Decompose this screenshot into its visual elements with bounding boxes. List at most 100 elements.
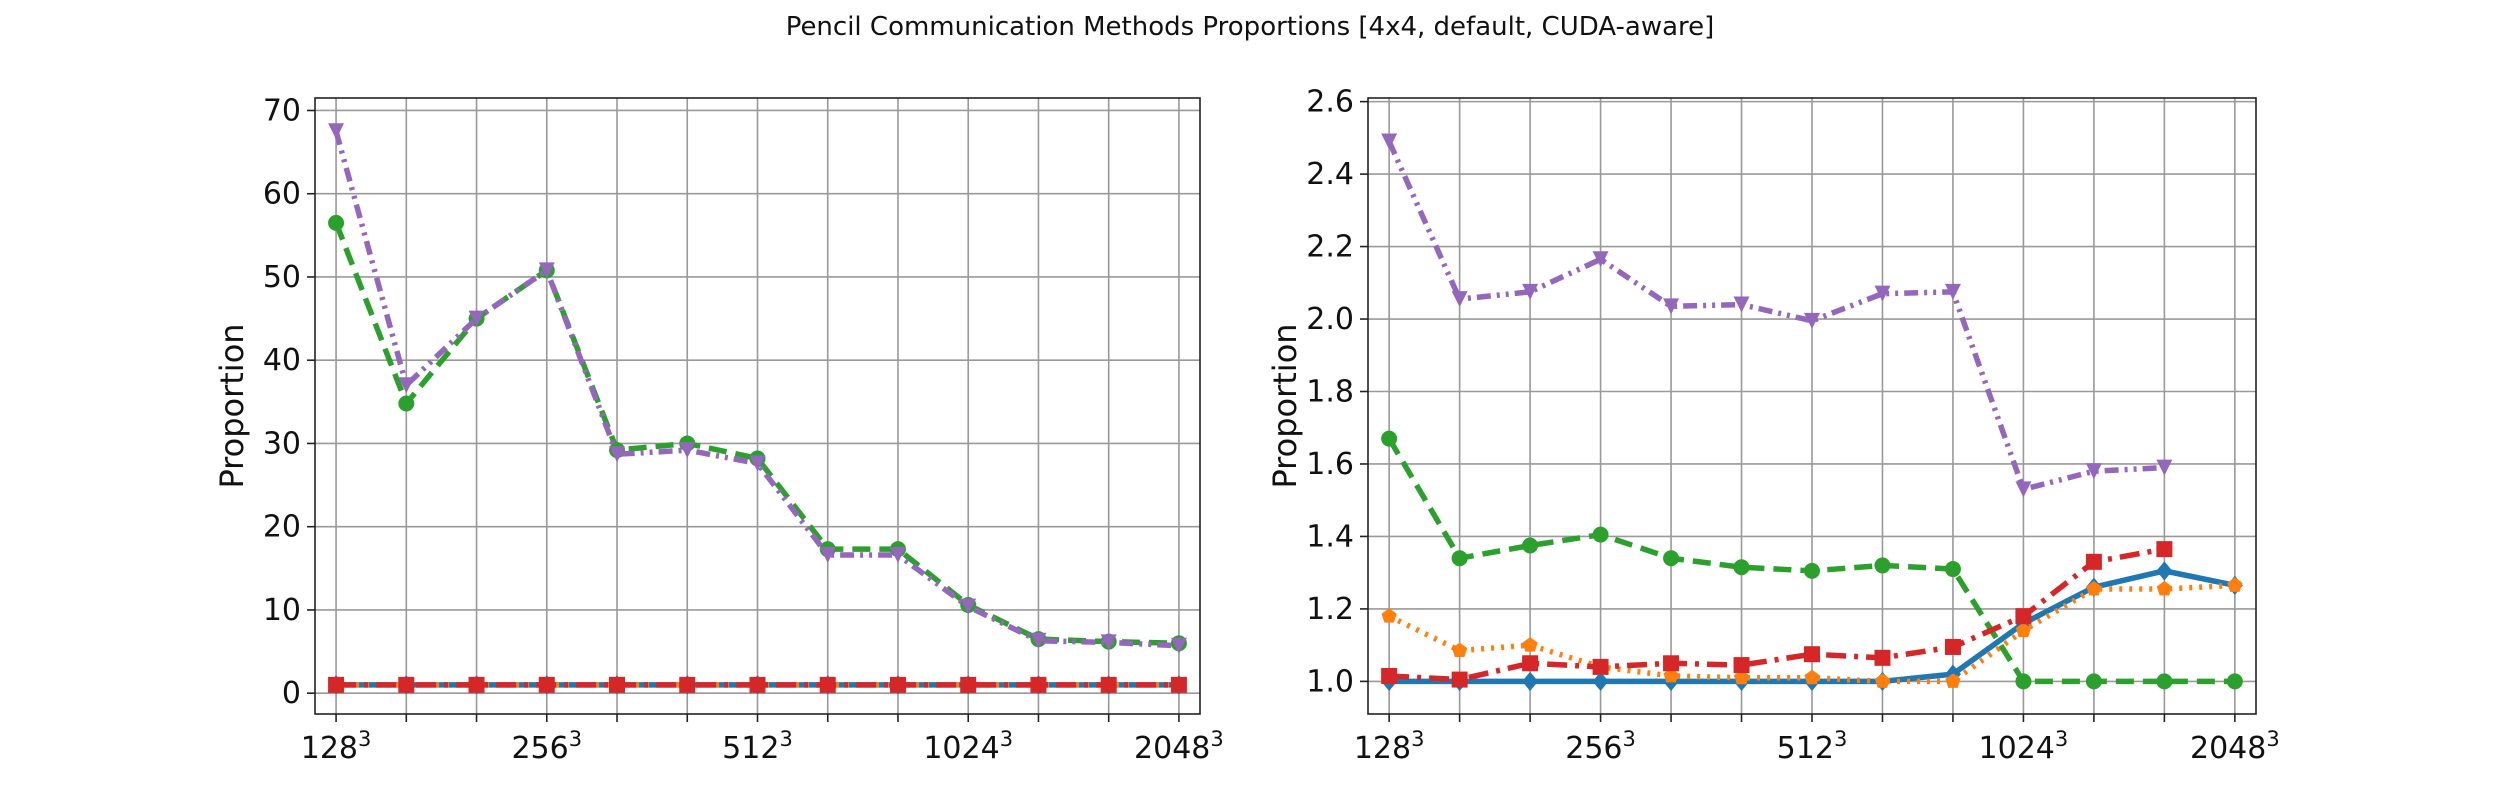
data-point <box>2156 673 2173 690</box>
y-tick-label: 70 <box>263 93 301 128</box>
data-point <box>679 676 696 693</box>
y-tick-label: 1.8 <box>1306 375 1354 410</box>
data-point <box>1170 676 1187 693</box>
data-point <box>468 676 485 693</box>
data-point <box>1945 673 1961 688</box>
grid <box>315 98 1200 714</box>
data-point <box>1030 676 1047 693</box>
y-tick-label: 2.6 <box>1306 85 1354 120</box>
data-point <box>1100 634 1117 651</box>
data-point <box>819 676 836 693</box>
data-point <box>609 676 626 693</box>
data-point <box>1030 632 1047 649</box>
data-point <box>889 676 906 693</box>
data-point <box>2085 463 2102 480</box>
x-tick-label: 2563 <box>1565 727 1636 766</box>
data-point <box>1451 291 1468 308</box>
y-tick-label: 1.4 <box>1306 519 1354 554</box>
x-tick-label: 5123 <box>722 727 793 766</box>
data-point <box>889 547 906 564</box>
x-tick-label: 5123 <box>1777 727 1848 766</box>
data-point <box>1522 283 1539 300</box>
x-tick-label: 10243 <box>923 727 1013 766</box>
data-point <box>1522 637 1538 652</box>
y-tick-label: 50 <box>263 260 301 295</box>
data-point <box>1944 283 1961 300</box>
data-point <box>1874 285 1891 302</box>
series-group <box>328 123 1187 695</box>
y-tick-label: 1.2 <box>1306 592 1354 627</box>
y-tick-label: 0 <box>282 676 301 711</box>
chart-panel-1: 0 10 20 30 40 50 60 70 1283 2563 5123 10243 20483 Pro… <box>213 93 1224 766</box>
data-point <box>1522 537 1539 554</box>
data-point <box>2156 541 2173 558</box>
data-point <box>2227 577 2243 592</box>
x-tick-label: 1283 <box>301 727 372 766</box>
x-tick-label: 20483 <box>1134 727 1224 766</box>
data-point <box>538 676 555 693</box>
y-tick-label: 2.2 <box>1306 230 1354 265</box>
data-point <box>2156 580 2172 596</box>
y-tick-label: 1.0 <box>1306 664 1354 699</box>
data-point <box>1874 649 1891 666</box>
data-point <box>1874 673 1891 688</box>
data-point <box>1944 561 1961 578</box>
data-point <box>1804 646 1820 663</box>
data-point <box>1592 671 1609 691</box>
data-point <box>1663 298 1680 315</box>
data-point <box>1522 671 1539 691</box>
data-point <box>2156 459 2173 476</box>
data-point <box>1733 296 1750 313</box>
data-point <box>960 676 977 693</box>
data-point <box>1804 669 1820 685</box>
y-axis-label: Proportion <box>213 323 251 488</box>
data-point <box>1804 312 1820 329</box>
y-tick-label: 2.4 <box>1306 157 1354 192</box>
data-point <box>2015 608 2032 625</box>
data-point <box>1804 562 1820 579</box>
chart-panel-2: 1.0 1.2 1.4 1.6 1.8 2.0 2.2 2.4 2.6 1283 2563 5123 1… <box>1266 85 2280 766</box>
data-point <box>2086 580 2102 596</box>
data-point <box>1522 655 1539 672</box>
x-tick-label: 10243 <box>1979 727 2069 766</box>
x-tick-label: 2563 <box>511 727 582 766</box>
y-tick-label: 40 <box>263 343 301 378</box>
data-point <box>2015 481 2032 498</box>
y-tick-label: 10 <box>263 593 301 628</box>
data-point <box>2226 673 2243 690</box>
y-tick-label: 20 <box>263 510 301 545</box>
x-tick-label: 20483 <box>2190 727 2280 766</box>
data-point <box>819 547 836 564</box>
data-point <box>1733 657 1750 674</box>
data-point <box>328 214 345 231</box>
grid <box>1368 98 2256 714</box>
data-point <box>1733 559 1750 576</box>
data-point <box>328 123 345 140</box>
data-point <box>1944 638 1961 655</box>
data-point <box>1663 667 1679 683</box>
data-point <box>1381 133 1398 150</box>
data-point <box>2085 673 2102 690</box>
figure-title: Pencil Communication Methods Proportions… <box>785 12 1715 42</box>
data-point <box>468 310 485 327</box>
data-point <box>1451 671 1468 688</box>
data-point <box>679 442 696 459</box>
data-point <box>960 598 977 615</box>
data-point <box>1592 251 1609 268</box>
y-tick-label: 1.6 <box>1306 447 1354 482</box>
data-point <box>749 676 766 693</box>
data-point <box>538 262 555 279</box>
y-tick-label: 30 <box>263 426 301 461</box>
data-point <box>1381 667 1398 684</box>
series-line-5 <box>1386 140 2165 493</box>
data-point <box>1874 557 1891 574</box>
series-line-4 <box>1389 546 2165 683</box>
data-point <box>2015 622 2032 638</box>
data-point <box>1170 637 1187 654</box>
data-point <box>1663 655 1680 672</box>
data-point <box>2156 561 2173 581</box>
data-point <box>398 395 415 412</box>
data-point <box>749 455 766 472</box>
data-point <box>1381 430 1398 447</box>
data-point <box>1381 608 1397 623</box>
